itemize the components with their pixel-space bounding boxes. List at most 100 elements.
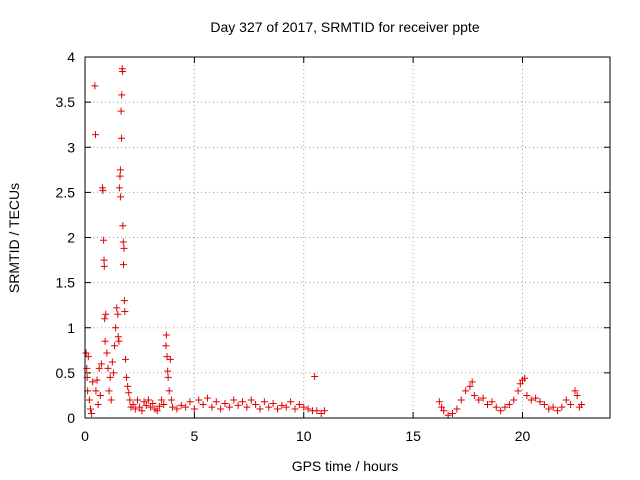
data-point [99,187,107,195]
tick-labels: 0 5 10 15 20 0 0.5 1 1.5 2 2.5 3 3.5 4 [56,49,531,444]
data-point [95,364,103,372]
data-point [102,310,110,318]
data-point [449,409,456,417]
data-point [554,407,561,415]
data-point [468,378,476,386]
data-point [103,349,111,357]
data-point [182,403,190,411]
data-point [274,405,281,413]
data-point [578,400,586,408]
data-point [204,394,211,402]
data-point [100,256,108,264]
data-point [131,405,139,413]
y-tick-label: 3.5 [56,94,76,110]
data-point [466,382,474,390]
x-tick-label: 5 [190,428,198,444]
data-point [165,387,173,395]
data-point [177,401,185,409]
data-point [514,387,522,395]
data-point [247,396,255,404]
data-point [140,398,148,406]
data-point [225,403,233,411]
data-point [109,369,117,377]
data-point [105,387,113,395]
data-point [523,391,531,399]
data-point [545,405,553,413]
data-point [101,315,109,323]
data-point [169,403,176,411]
data-point [92,387,100,395]
data-point [470,391,478,399]
data-point [287,398,295,406]
data-point [462,387,470,395]
data-point [166,355,174,363]
data-point [540,400,548,408]
data-point [113,304,121,312]
data-point [94,400,102,408]
data-point [116,166,124,174]
data-point [112,324,120,332]
data-point [153,407,161,415]
data-points [82,65,586,419]
data-point [195,396,203,404]
data-point [479,394,487,402]
data-point [120,261,127,269]
data-point [85,396,93,404]
data-point [96,391,104,399]
data-point [83,364,91,372]
data-point [311,372,319,380]
x-tick-label: 20 [515,428,531,444]
y-tick-label: 1.5 [56,275,76,291]
data-point [162,342,170,350]
data-point [558,403,566,411]
y-tick-label: 0 [67,410,75,426]
data-point [89,378,97,386]
data-point [300,403,308,411]
data-point [571,387,579,395]
data-point [269,400,277,408]
y-tick-label: 3 [67,139,75,155]
chart-title: Day 327 of 2017, SRMTID for receiver ppt… [210,19,479,35]
data-point [295,400,303,408]
data-point [567,400,575,408]
data-point [521,374,529,382]
data-point [88,409,96,417]
data-point [475,396,483,404]
data-point [97,360,105,368]
data-point [160,400,168,408]
data-point [457,396,465,404]
data-point [100,236,108,244]
data-point [516,380,524,388]
data-point [278,401,286,409]
data-point [136,403,144,411]
data-point [114,333,122,341]
data-point [115,184,123,192]
data-point [118,134,126,142]
data-point [120,297,128,305]
data-point [243,403,251,411]
data-point [321,407,329,415]
x-tick-label: 15 [405,428,421,444]
y-axis-label: SRMTID / TECUs [6,183,22,293]
data-point [108,358,116,366]
data-point [440,407,448,415]
data-point [147,403,155,411]
data-point [91,82,99,90]
data-point [84,353,92,361]
data-point [505,400,513,408]
data-point [125,389,133,397]
data-point [282,403,290,411]
data-point [104,364,112,372]
data-point [167,396,175,404]
data-point [173,405,181,413]
data-point [527,396,535,404]
y-tick-label: 4 [67,49,75,65]
data-point [120,244,128,252]
data-point [208,403,216,411]
data-point [149,400,157,408]
grid-lines [85,57,610,418]
data-point [144,396,152,404]
data-point [186,398,194,406]
data-point [492,403,500,411]
data-point [142,401,150,409]
